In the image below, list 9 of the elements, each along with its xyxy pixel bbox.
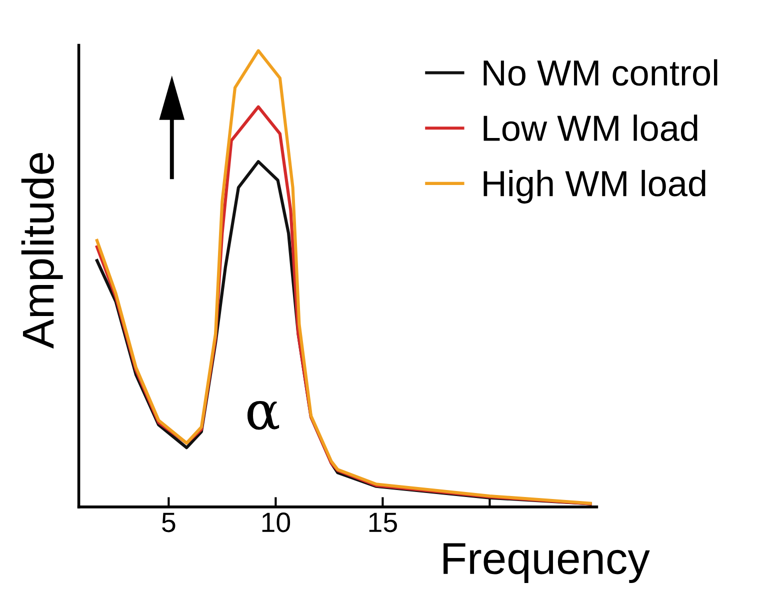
y-axis-title: Amplitude — [21, 153, 63, 349]
legend-label: Low WM load — [484, 114, 698, 142]
legend-label: No WM control — [484, 59, 718, 86]
x-axis-title: Frequency — [444, 543, 650, 584]
x-tick-label: 10 — [262, 512, 290, 532]
legend-label: High WM load — [484, 170, 706, 204]
annotation: α — [247, 401, 280, 430]
x-tick-label: 15 — [369, 512, 397, 532]
x-tick-label: 5 — [162, 512, 176, 532]
